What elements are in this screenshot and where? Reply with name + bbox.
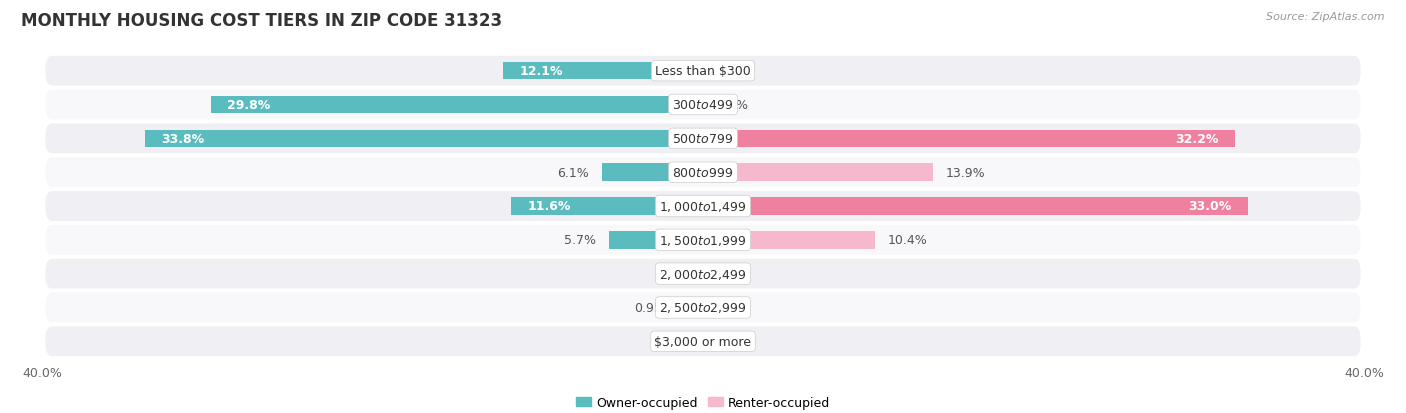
FancyBboxPatch shape [45, 192, 1361, 221]
Bar [678, 265, 703, 283]
Text: 0.0%: 0.0% [716, 335, 748, 348]
Bar [688, 299, 703, 316]
Text: 0.0%: 0.0% [716, 99, 748, 112]
Text: $800 to $999: $800 to $999 [672, 166, 734, 179]
Bar [609, 231, 703, 249]
Bar [703, 130, 1234, 148]
Text: MONTHLY HOUSING COST TIERS IN ZIP CODE 31323: MONTHLY HOUSING COST TIERS IN ZIP CODE 3… [21, 12, 502, 30]
Text: 11.6%: 11.6% [527, 200, 571, 213]
Text: 13.9%: 13.9% [946, 166, 986, 179]
Text: $3,000 or more: $3,000 or more [655, 335, 751, 348]
Bar [703, 299, 728, 316]
FancyBboxPatch shape [45, 225, 1361, 255]
Bar [512, 198, 703, 215]
Bar [211, 97, 703, 114]
Text: 10.4%: 10.4% [889, 234, 928, 247]
Bar [703, 97, 728, 114]
Text: Less than $300: Less than $300 [655, 65, 751, 78]
Bar [703, 164, 932, 182]
FancyBboxPatch shape [45, 124, 1361, 154]
Text: 0.0%: 0.0% [658, 268, 690, 280]
Text: 29.8%: 29.8% [228, 99, 270, 112]
Bar [703, 63, 728, 80]
FancyBboxPatch shape [45, 57, 1361, 86]
Text: 5.7%: 5.7% [564, 234, 596, 247]
Bar [703, 231, 875, 249]
Text: 0.95%: 0.95% [634, 301, 673, 314]
Bar [503, 63, 703, 80]
Text: $300 to $499: $300 to $499 [672, 99, 734, 112]
Text: Source: ZipAtlas.com: Source: ZipAtlas.com [1267, 12, 1385, 22]
Text: 0.0%: 0.0% [716, 65, 748, 78]
Legend: Owner-occupied, Renter-occupied: Owner-occupied, Renter-occupied [571, 391, 835, 413]
Text: $1,000 to $1,499: $1,000 to $1,499 [659, 199, 747, 214]
FancyBboxPatch shape [45, 293, 1361, 323]
Text: 12.1%: 12.1% [520, 65, 564, 78]
Text: 32.2%: 32.2% [1175, 133, 1219, 145]
FancyBboxPatch shape [45, 90, 1361, 120]
Text: 0.0%: 0.0% [658, 335, 690, 348]
Text: 33.0%: 33.0% [1188, 200, 1232, 213]
Text: $2,000 to $2,499: $2,000 to $2,499 [659, 267, 747, 281]
Bar [602, 164, 703, 182]
Bar [703, 333, 728, 350]
Text: $2,500 to $2,999: $2,500 to $2,999 [659, 301, 747, 315]
FancyBboxPatch shape [45, 158, 1361, 188]
Text: 0.0%: 0.0% [716, 301, 748, 314]
Bar [678, 333, 703, 350]
Bar [703, 198, 1249, 215]
Bar [703, 265, 728, 283]
Text: $500 to $799: $500 to $799 [672, 133, 734, 145]
Text: 33.8%: 33.8% [162, 133, 204, 145]
Text: $1,500 to $1,999: $1,500 to $1,999 [659, 233, 747, 247]
Text: 0.0%: 0.0% [716, 268, 748, 280]
FancyBboxPatch shape [45, 327, 1361, 356]
Bar [145, 130, 703, 148]
Text: 6.1%: 6.1% [557, 166, 589, 179]
FancyBboxPatch shape [45, 259, 1361, 289]
